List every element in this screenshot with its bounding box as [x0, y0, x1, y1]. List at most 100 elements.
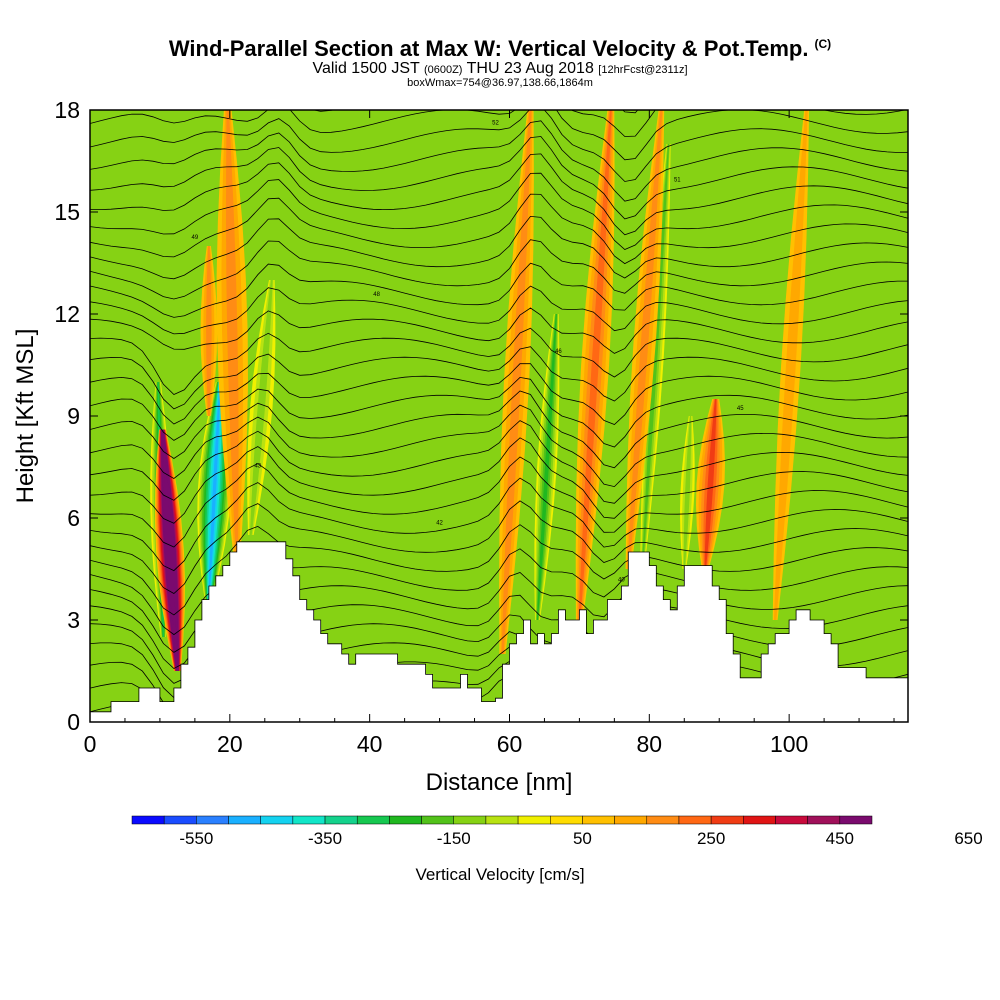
colorbar-swatch: [292, 815, 326, 825]
theta-contour: [90, 420, 908, 504]
colorbar-swatch: [550, 815, 583, 825]
colorbar-swatch: [389, 815, 422, 825]
theta-contour-label: 40: [618, 578, 625, 584]
y-axis-label: Height [Kft MSL]: [12, 329, 39, 504]
colorbar: -550 -350 -150 50 250 450 650: [131, 815, 983, 848]
theta-contour: [90, 172, 908, 250]
colorbar-swatch: [453, 815, 487, 825]
theta-contour: [90, 346, 908, 410]
theta-contour: [90, 376, 908, 448]
colorbar-swatch: [678, 815, 712, 825]
updraft-band: [206, 246, 212, 416]
y-tick-label: 18: [54, 97, 80, 123]
theta-contour: [90, 110, 908, 182]
chart-title: Wind-Parallel Section at Max W: Vertical…: [0, 36, 1000, 62]
colorbar-tick-label: -150: [437, 829, 471, 848]
theta-contour: [90, 153, 908, 236]
colorbar-swatch: [743, 815, 776, 825]
colorbar-label: Vertical Velocity [cm/s]: [415, 865, 584, 884]
theta-contour: [90, 477, 908, 572]
colorbar-swatch: [582, 815, 615, 825]
subtitle-zulu: (0600Z): [423, 64, 463, 76]
x-tick-label: 0: [84, 731, 97, 757]
theta-contour: [90, 110, 908, 161]
chart-subtitle: Valid 1500 JST (0600Z) THU 23 Aug 2018 […: [0, 60, 1000, 78]
chart-title-mark: (C): [814, 36, 832, 51]
y-tick-label: 0: [67, 709, 80, 735]
y-tick-label: 6: [67, 505, 80, 531]
colorbar-swatch: [131, 815, 165, 825]
theta-contour: [90, 404, 908, 488]
colorbar-swatch: [807, 815, 841, 825]
x-tick-label: 40: [357, 731, 383, 757]
subtitle-forecast: [12hrFcst@2311z]: [598, 64, 688, 76]
theta-contour: [90, 456, 908, 548]
x-tick-label: 80: [637, 731, 663, 757]
theta-contour: [90, 307, 908, 354]
updraft-band: [773, 110, 808, 620]
updraft-band: [501, 110, 532, 654]
theta-contour-label: 42: [436, 520, 443, 526]
colorbar-swatch: [485, 815, 519, 825]
colorbar-swatch: [517, 815, 551, 825]
colorbar-swatch: [710, 815, 744, 825]
y-tick-label: 9: [67, 403, 80, 429]
colorbar-swatch: [775, 815, 808, 825]
updraft-band: [162, 429, 178, 671]
x-tick-label: 100: [770, 731, 808, 757]
y-tick-label: 3: [67, 607, 80, 633]
theta-contour: [90, 136, 908, 220]
theta-contour-label: 52: [492, 121, 499, 127]
theta-contour: [90, 524, 908, 616]
theta-contour-label: 51: [674, 178, 681, 184]
colorbar-tick-label: -350: [308, 829, 342, 848]
y-tick-label: 15: [54, 199, 80, 225]
colorbar-tick-label: -550: [179, 829, 213, 848]
theta-contour: [90, 239, 908, 300]
theta-contour: [90, 327, 908, 395]
colorbar-swatch: [421, 815, 454, 825]
downdraft-band: [641, 144, 670, 569]
theta-contour: [90, 262, 908, 318]
theta-contour: [622, 110, 639, 114]
colorbar-tick-label: 50: [573, 829, 592, 848]
colorbar-tick-label: 250: [697, 829, 725, 848]
theta-contour-label: 43: [254, 463, 261, 469]
colorbar-swatch: [614, 815, 648, 825]
colorbar-tick-label: 450: [826, 829, 854, 848]
colorbar-swatch: [839, 815, 873, 825]
updraft-band: [627, 110, 663, 569]
theta-contour: [90, 437, 908, 524]
theta-contour-label: 49: [192, 235, 199, 241]
colorbar-swatch: [646, 815, 680, 825]
x-tick-label: 20: [217, 731, 243, 757]
theta-contour-label: 48: [373, 292, 380, 298]
updraft-band: [578, 110, 612, 620]
chart-info: boxWmax=754@36.97,138.66,1864m: [407, 77, 593, 89]
theta-contour: [90, 120, 908, 202]
updraft-band: [226, 110, 239, 552]
x-tick-label: 60: [497, 731, 523, 757]
colorbar-swatch: [324, 815, 358, 825]
colorbar-tick-label: 650: [954, 829, 982, 848]
colorbar-swatch: [163, 815, 197, 825]
theta-contour: [90, 285, 908, 335]
subtitle-date: THU 23 Aug 2018: [466, 60, 594, 77]
theta-contour-label: 46: [555, 349, 562, 355]
theta-contour-label: 45: [737, 406, 744, 412]
terrain: [90, 541, 908, 722]
colorbar-swatch: [356, 815, 390, 825]
x-axis-label: Distance [nm]: [426, 769, 573, 796]
theta-contour: [90, 500, 908, 594]
theta-contour: [90, 390, 908, 469]
theta-contour: [90, 215, 908, 280]
colorbar-swatch: [196, 815, 229, 825]
colorbar-swatch: [228, 815, 261, 825]
theta-contour: [90, 363, 908, 425]
updraft-band: [704, 399, 717, 569]
subtitle-valid: Valid 1500 JST: [312, 60, 420, 77]
downdraft-band: [249, 280, 273, 535]
y-tick-label: 12: [54, 301, 80, 327]
chart-title-text: Wind-Parallel Section at Max W: Vertical…: [168, 36, 809, 61]
